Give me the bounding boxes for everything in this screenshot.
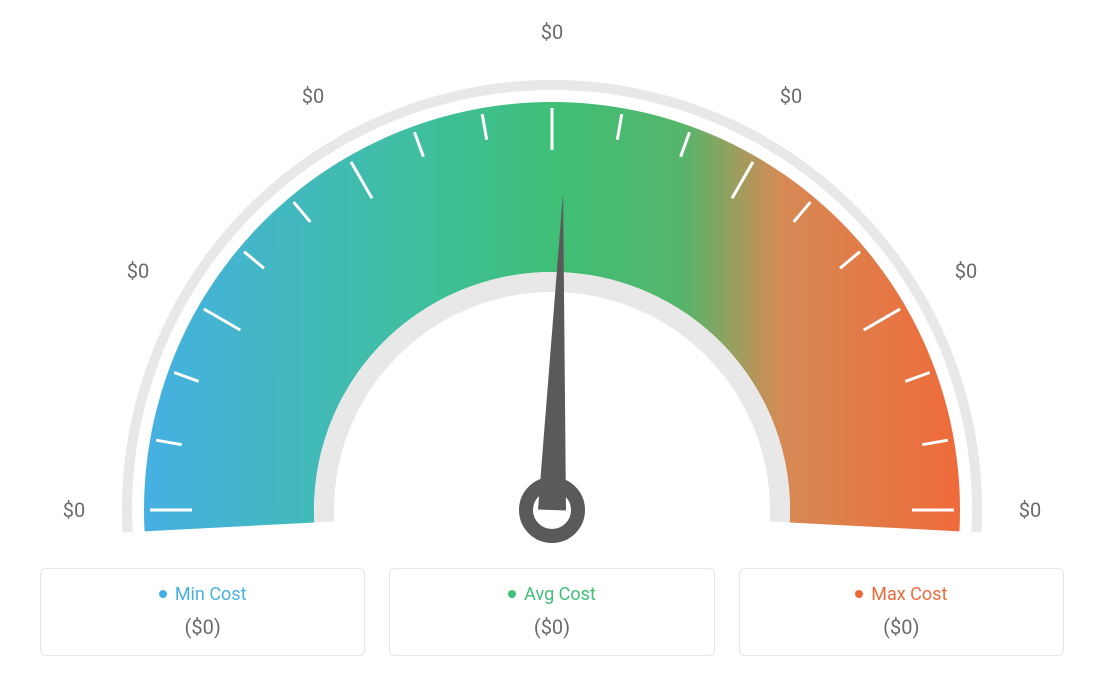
legend-value: ($0)	[59, 615, 346, 639]
gauge-chart: $0 $0 $0 $0 $0 $0 $0	[0, 0, 1104, 560]
legend-card-min: Min Cost ($0)	[40, 568, 365, 656]
legend-label: Avg Cost	[524, 584, 596, 605]
legend-card-avg: Avg Cost ($0)	[389, 568, 714, 656]
gauge-tick-label: $0	[63, 498, 85, 522]
gauge-tick-label: $0	[302, 84, 324, 108]
legend-value: ($0)	[758, 615, 1045, 639]
legend-dot-icon	[508, 590, 516, 598]
legend-value: ($0)	[408, 615, 695, 639]
legend-row: Min Cost ($0) Avg Cost ($0) Max Cost ($0…	[0, 568, 1104, 656]
gauge-tick-label: $0	[127, 259, 149, 283]
legend-dot-icon	[159, 590, 167, 598]
legend-title-max: Max Cost	[855, 584, 947, 605]
legend-title-avg: Avg Cost	[508, 584, 596, 605]
legend-label: Min Cost	[175, 584, 247, 605]
gauge-tick-label: $0	[1019, 498, 1041, 522]
legend-label: Max Cost	[871, 584, 947, 605]
legend-card-max: Max Cost ($0)	[739, 568, 1064, 656]
legend-dot-icon	[855, 590, 863, 598]
gauge-tick-label: $0	[780, 84, 802, 108]
gauge-tick-label: $0	[955, 259, 977, 283]
legend-title-min: Min Cost	[159, 584, 247, 605]
gauge-svg: $0 $0 $0 $0 $0 $0 $0	[0, 0, 1104, 560]
gauge-tick-label: $0	[541, 20, 563, 44]
